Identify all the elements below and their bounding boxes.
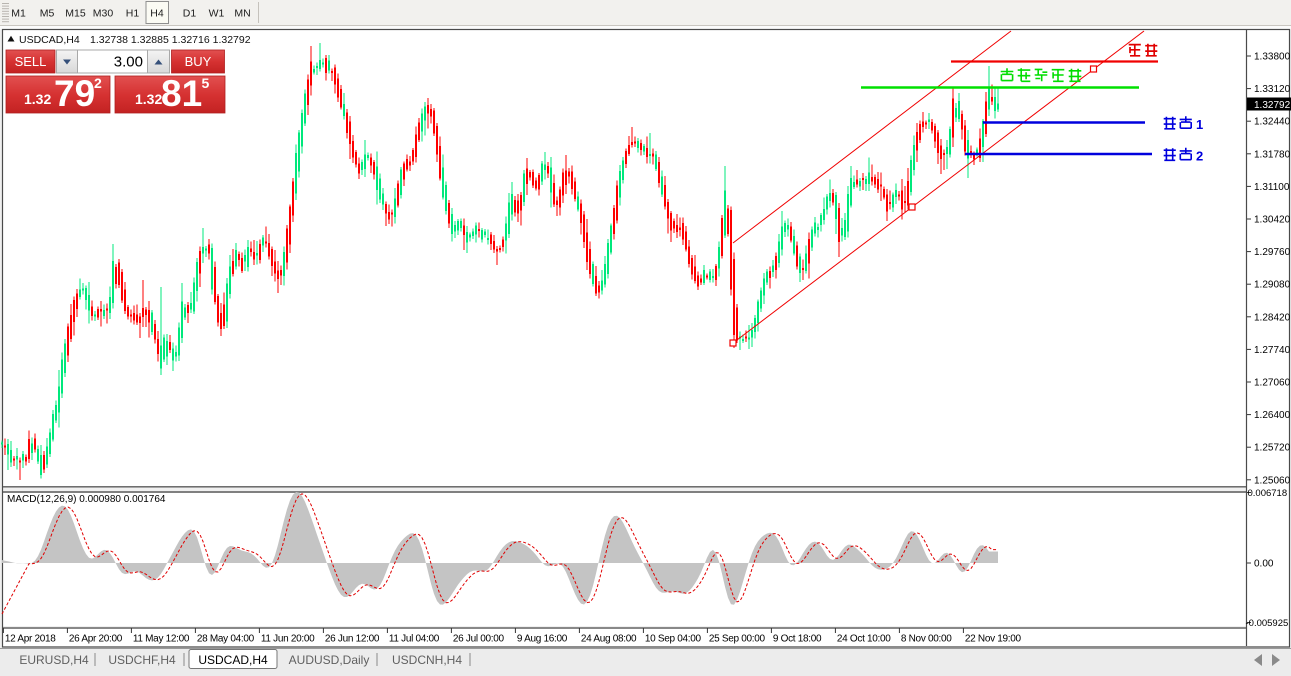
svg-text:12 Apr 2018: 12 Apr 2018 xyxy=(5,634,56,645)
svg-text:M30: M30 xyxy=(93,8,114,20)
svg-text:1.26400: 1.26400 xyxy=(1254,410,1291,421)
svg-text:8 Nov 00:00: 8 Nov 00:00 xyxy=(901,634,952,645)
svg-text:2: 2 xyxy=(94,75,102,91)
svg-text:26 Apr 20:00: 26 Apr 20:00 xyxy=(69,634,123,645)
svg-text:USDCAD,H4: USDCAD,H4 xyxy=(19,34,80,46)
svg-text:1.25720: 1.25720 xyxy=(1254,443,1291,454)
svg-text:24 Aug 08:00: 24 Aug 08:00 xyxy=(581,634,637,645)
svg-text:1.31780: 1.31780 xyxy=(1254,149,1291,160)
svg-text:MN: MN xyxy=(234,8,250,20)
svg-text:0.006718: 0.006718 xyxy=(1248,488,1288,499)
svg-text:3.00: 3.00 xyxy=(114,54,143,71)
svg-text:1.29080: 1.29080 xyxy=(1254,280,1291,291)
svg-text:1.32: 1.32 xyxy=(135,91,162,107)
svg-text:81: 81 xyxy=(161,73,202,114)
svg-text:1.29760: 1.29760 xyxy=(1254,247,1291,258)
svg-text:9 Oct 18:00: 9 Oct 18:00 xyxy=(773,634,822,645)
svg-text:H1: H1 xyxy=(126,8,140,20)
svg-text:9 Aug 16:00: 9 Aug 16:00 xyxy=(517,634,568,645)
svg-text:5: 5 xyxy=(202,75,210,91)
svg-text:1.27060: 1.27060 xyxy=(1254,378,1291,389)
svg-text:D1: D1 xyxy=(183,8,197,20)
svg-text:25 Sep 00:00: 25 Sep 00:00 xyxy=(709,634,766,645)
svg-text:USDCHF,H4: USDCHF,H4 xyxy=(108,653,176,667)
svg-text:24 Oct 10:00: 24 Oct 10:00 xyxy=(837,634,891,645)
svg-text:1.33120: 1.33120 xyxy=(1254,84,1291,95)
svg-text:22 Nov 19:00: 22 Nov 19:00 xyxy=(965,634,1022,645)
svg-text:SELL: SELL xyxy=(15,54,47,69)
svg-text:AUDUSD,Daily: AUDUSD,Daily xyxy=(289,653,370,667)
svg-text:26 Jun 12:00: 26 Jun 12:00 xyxy=(325,634,380,645)
svg-text:1.27740: 1.27740 xyxy=(1254,345,1291,356)
svg-text:1.30420: 1.30420 xyxy=(1254,215,1291,226)
svg-text:79: 79 xyxy=(54,73,95,114)
svg-text:1.32792: 1.32792 xyxy=(1254,100,1291,111)
svg-text:1.32: 1.32 xyxy=(24,91,51,107)
svg-text:M15: M15 xyxy=(65,8,86,20)
svg-text:28 May 04:00: 28 May 04:00 xyxy=(197,634,255,645)
svg-text:1.32440: 1.32440 xyxy=(1254,117,1291,128)
svg-text:H4: H4 xyxy=(150,8,164,20)
svg-text:10 Sep 04:00: 10 Sep 04:00 xyxy=(645,634,702,645)
svg-text:1.33800: 1.33800 xyxy=(1254,52,1291,63)
svg-text:26 Jul 00:00: 26 Jul 00:00 xyxy=(453,634,505,645)
svg-text:11 Jun 20:00: 11 Jun 20:00 xyxy=(261,634,315,645)
svg-text:MACD(12,26,9) 0.000980 0.00176: MACD(12,26,9) 0.000980 0.001764 xyxy=(7,494,166,505)
svg-text:USDCAD,H4: USDCAD,H4 xyxy=(198,653,268,667)
svg-text:1.31100: 1.31100 xyxy=(1254,182,1290,193)
svg-text:1: 1 xyxy=(1196,117,1203,132)
svg-text:11 May 12:00: 11 May 12:00 xyxy=(133,634,190,645)
svg-text:1.25060: 1.25060 xyxy=(1254,475,1291,486)
svg-text:1.32738 1.32885 1.32716 1.3279: 1.32738 1.32885 1.32716 1.32792 xyxy=(90,34,251,46)
svg-text:BUY: BUY xyxy=(185,54,212,69)
svg-text:EURUSD,H4: EURUSD,H4 xyxy=(19,653,89,667)
svg-text:USDCNH,H4: USDCNH,H4 xyxy=(392,653,462,667)
svg-text:-0.005925: -0.005925 xyxy=(1246,618,1289,629)
svg-text:W1: W1 xyxy=(209,8,225,20)
svg-text:2: 2 xyxy=(1196,149,1203,164)
svg-text:1.28420: 1.28420 xyxy=(1254,312,1291,323)
svg-text:0.00: 0.00 xyxy=(1254,559,1274,570)
svg-text:M1: M1 xyxy=(11,8,26,20)
svg-text:M5: M5 xyxy=(40,8,55,20)
svg-text:11 Jul 04:00: 11 Jul 04:00 xyxy=(389,634,440,645)
